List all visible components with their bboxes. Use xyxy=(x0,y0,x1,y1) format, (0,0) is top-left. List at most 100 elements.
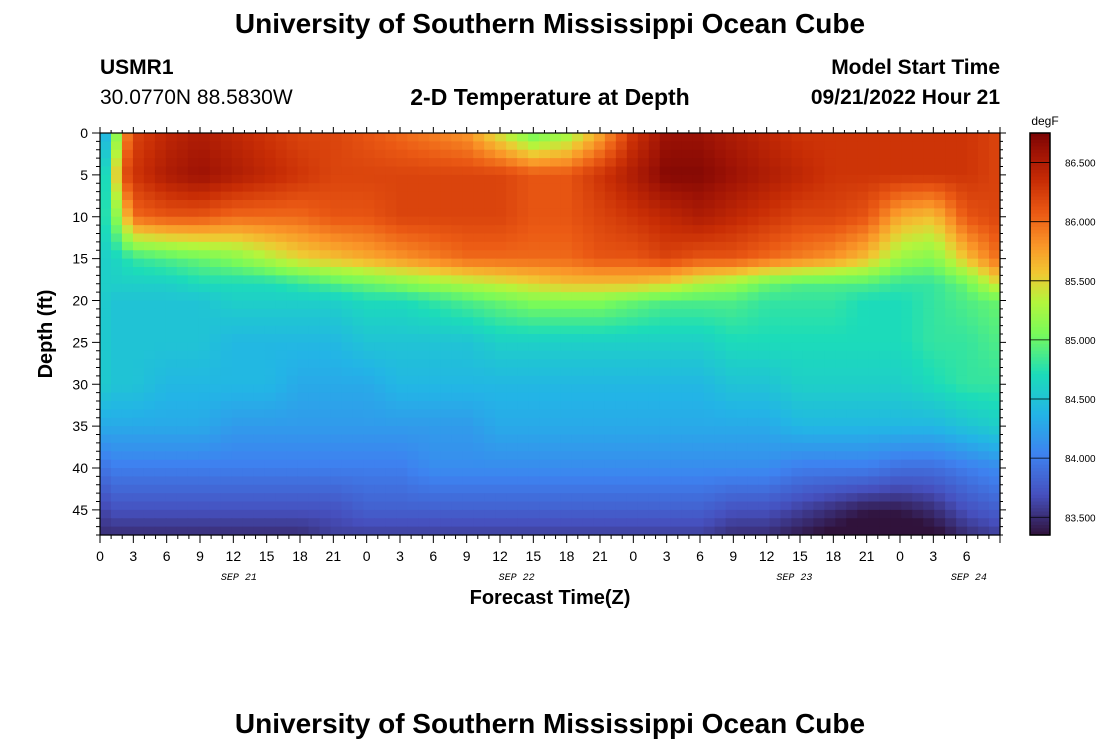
heatmap-cell xyxy=(198,149,211,159)
heatmap-cell xyxy=(593,166,606,176)
heatmap-cell xyxy=(890,526,902,536)
heatmap-cell xyxy=(846,158,858,168)
heatmap-cell xyxy=(429,526,441,536)
heatmap-cell xyxy=(308,476,321,486)
heatmap-cell xyxy=(374,133,386,142)
heatmap-cell xyxy=(934,158,946,168)
heatmap-cell xyxy=(429,174,441,184)
heatmap-cell xyxy=(879,409,891,419)
heatmap-cell xyxy=(451,476,463,486)
heatmap-cell xyxy=(626,451,639,461)
heatmap-cell xyxy=(659,300,672,310)
heatmap-cell xyxy=(791,451,804,461)
heatmap-cell xyxy=(187,367,200,377)
heatmap-cell xyxy=(231,401,244,410)
heatmap-cell xyxy=(231,367,244,377)
heatmap-cell xyxy=(868,241,880,251)
heatmap-cell xyxy=(297,283,310,293)
heatmap-cell xyxy=(571,141,584,151)
heatmap-cell xyxy=(769,174,782,184)
heatmap-cell xyxy=(692,409,705,419)
heatmap-cell xyxy=(440,141,452,151)
heatmap-cell xyxy=(462,451,474,461)
heatmap-cell xyxy=(648,434,661,444)
heatmap-cell xyxy=(297,342,310,352)
heatmap-cell xyxy=(769,166,782,176)
heatmap-cell xyxy=(615,283,628,293)
heatmap-cell xyxy=(396,359,408,369)
heatmap-cell xyxy=(681,401,694,410)
heatmap-cell xyxy=(868,451,880,461)
heatmap-cell xyxy=(879,417,891,427)
heatmap-cell xyxy=(659,417,672,427)
heatmap-cell xyxy=(835,216,847,226)
heatmap-cell xyxy=(923,283,935,293)
heatmap-cell xyxy=(571,501,584,511)
heatmap-cell xyxy=(615,267,628,276)
heatmap-cell xyxy=(956,208,968,218)
heatmap-cell xyxy=(879,275,891,285)
heatmap-cell xyxy=(956,334,968,343)
heatmap-cell xyxy=(868,308,880,318)
heatmap-cell xyxy=(220,509,233,519)
heatmap-cell xyxy=(528,334,540,343)
heatmap-cell xyxy=(912,526,924,536)
heatmap-cell xyxy=(308,417,321,427)
colorbar-segment xyxy=(1030,447,1050,452)
colorbar-segment xyxy=(1030,303,1050,308)
heatmap-cell xyxy=(198,434,211,444)
heatmap-cell xyxy=(626,426,639,436)
heatmap-cell xyxy=(275,476,288,486)
x-tick-label: 9 xyxy=(196,548,204,564)
heatmap-cell xyxy=(308,233,321,243)
heatmap-cell xyxy=(725,216,738,226)
heatmap-cell xyxy=(495,334,507,343)
heatmap-cell xyxy=(374,451,386,461)
heatmap-cell xyxy=(747,442,760,452)
heatmap-cell xyxy=(901,493,913,503)
heatmap-cell xyxy=(341,426,354,436)
heatmap-cell xyxy=(802,275,815,285)
heatmap-cell xyxy=(857,191,869,201)
heatmap-cell xyxy=(176,476,189,486)
heatmap-cell xyxy=(780,258,793,268)
heatmap-cell xyxy=(670,459,683,469)
heatmap-cell xyxy=(374,200,386,209)
heatmap-cell xyxy=(341,325,354,335)
heatmap-cell xyxy=(681,317,694,327)
heatmap-cell xyxy=(637,350,650,360)
heatmap-cell xyxy=(670,158,683,168)
heatmap-cell xyxy=(582,426,595,436)
heatmap-cell xyxy=(780,392,793,402)
heatmap-cell xyxy=(692,233,705,243)
heatmap-cell xyxy=(220,384,233,394)
heatmap-cell xyxy=(187,451,200,461)
heatmap-cell xyxy=(604,434,617,444)
heatmap-cell xyxy=(231,350,244,360)
heatmap-cell xyxy=(824,183,836,193)
heatmap-cell xyxy=(176,526,189,536)
heatmap-cell xyxy=(154,375,167,385)
heatmap-cell xyxy=(879,392,891,402)
heatmap-cell xyxy=(165,501,178,511)
heatmap-cell xyxy=(187,384,200,394)
heatmap-cell xyxy=(571,509,584,519)
heatmap-cell xyxy=(374,459,386,469)
heatmap-cell xyxy=(945,267,957,276)
heatmap-cell xyxy=(670,300,683,310)
heatmap-cell xyxy=(879,367,891,377)
heatmap-cell xyxy=(440,158,452,168)
heatmap-cell xyxy=(385,300,397,310)
heatmap-cell xyxy=(418,325,430,335)
heatmap-cell xyxy=(626,133,639,142)
heatmap-cell xyxy=(473,216,485,226)
heatmap-cell xyxy=(813,342,825,352)
heatmap-cell xyxy=(495,375,507,385)
heatmap-cell xyxy=(813,434,825,444)
colorbar-segment xyxy=(1030,370,1050,375)
heatmap-cell xyxy=(297,149,310,159)
heatmap-cell xyxy=(319,375,332,385)
heatmap-cell xyxy=(165,334,178,343)
heatmap-cell xyxy=(462,384,474,394)
heatmap-cell xyxy=(813,451,825,461)
